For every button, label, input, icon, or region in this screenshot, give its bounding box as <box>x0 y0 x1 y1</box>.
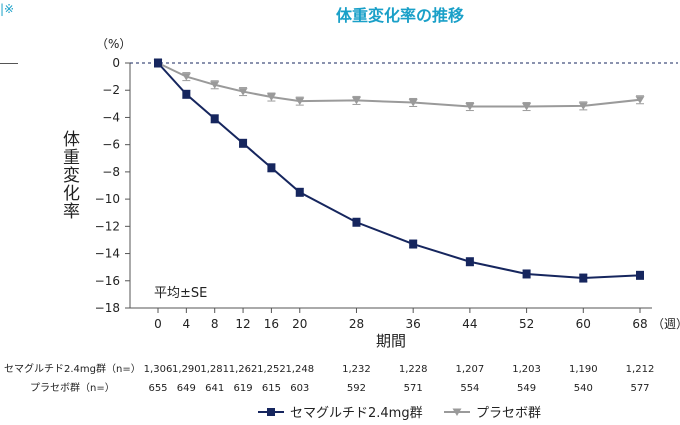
y-tick-label: −6 <box>102 138 120 152</box>
series-line-0 <box>157 62 641 280</box>
y-tick-label: −10 <box>95 192 120 206</box>
x-tick-label: 28 <box>349 317 364 331</box>
n-table-cell: 1,232 <box>342 364 371 375</box>
n-table-cell: 619 <box>234 383 253 394</box>
x-tick-label: 68 <box>632 317 647 331</box>
n-table-cell: 1,290 <box>172 364 201 375</box>
data-point-triangle <box>295 97 305 106</box>
legend-label-drug: セマグルチド2.4mg群 <box>290 406 423 421</box>
data-point-square <box>239 139 248 148</box>
n-table-cell: 554 <box>460 383 479 394</box>
corner-rule <box>0 63 18 64</box>
chart-title: 体重変化率の推移 <box>335 6 464 25</box>
n-table-row-label: プラセボ群（n=） <box>30 381 115 394</box>
n-table-cell: 1,190 <box>569 364 598 375</box>
data-point-square <box>579 274 588 283</box>
n-table-cell: 603 <box>290 383 309 394</box>
data-point-triangle <box>465 103 475 111</box>
n-table-cell: 549 <box>517 383 536 394</box>
n-table-cell: 1,306 <box>144 364 173 375</box>
x-axis-label: 期間 <box>376 332 406 350</box>
x-tick-label: 60 <box>576 317 591 331</box>
n-table-cell: 571 <box>404 383 423 394</box>
data-point-square <box>352 218 361 227</box>
y-tick-label: −12 <box>95 219 120 233</box>
x-tick-label: 4 <box>183 317 191 331</box>
y-tick-label: −4 <box>102 110 120 124</box>
data-point-square <box>267 163 276 172</box>
n-table-cell: 655 <box>148 383 167 394</box>
n-table-cell: 649 <box>177 383 196 394</box>
data-point-triangle <box>635 96 645 104</box>
data-point-square <box>210 114 219 123</box>
x-tick-label: 52 <box>519 317 534 331</box>
annotation-mean-se: 平均±SE <box>154 286 207 301</box>
y-axis-unit: （%） <box>96 37 131 51</box>
data-point-square <box>522 269 531 278</box>
y-tick-label: −18 <box>95 301 120 315</box>
data-point-square <box>636 271 644 280</box>
corner-mark: |※ <box>0 2 15 16</box>
y-tick-label: −8 <box>102 165 120 179</box>
n-table-cell: 1,203 <box>512 364 541 375</box>
n-table-cell: 615 <box>262 383 281 394</box>
legend-label-placebo: プラセボ群 <box>476 406 541 421</box>
y-tick-label: 0 <box>112 56 120 70</box>
data-point-triangle <box>578 102 588 110</box>
legend-marker-placebo <box>452 408 462 416</box>
y-axis-label: 体重変化率 <box>59 130 79 220</box>
data-point-square <box>295 188 304 197</box>
n-table-cell: 1,212 <box>626 364 655 375</box>
data-point-triangle <box>522 103 532 111</box>
n-table-cell: 1,281 <box>200 364 229 375</box>
y-tick-label: −2 <box>102 83 120 97</box>
x-tick-label: 44 <box>462 317 477 331</box>
data-point-triangle <box>408 98 418 107</box>
x-axis-unit: （週） <box>652 317 680 331</box>
x-tick-label: 0 <box>154 317 162 331</box>
x-tick-label: 36 <box>406 317 421 331</box>
data-point-triangle <box>238 88 248 96</box>
data-point-square <box>465 257 474 266</box>
y-tick-label: −14 <box>95 247 120 261</box>
x-tick-label: 12 <box>235 317 250 331</box>
data-point-triangle <box>210 81 220 89</box>
data-point-square <box>182 90 191 99</box>
data-point-triangle <box>266 93 276 102</box>
n-table-cell: 641 <box>205 383 224 394</box>
n-table-cell: 592 <box>347 383 366 394</box>
data-point-square <box>154 59 162 67</box>
data-point-triangle <box>181 73 191 81</box>
legend-marker-drug <box>267 408 275 416</box>
n-table-cell: 1,262 <box>229 364 258 375</box>
n-table-cell: 1,248 <box>285 364 314 375</box>
data-point-square <box>409 240 418 249</box>
n-table-cell: 540 <box>574 383 593 394</box>
n-table-cell: 1,252 <box>257 364 286 375</box>
data-point-triangle <box>351 96 361 105</box>
x-tick-label: 16 <box>264 317 279 331</box>
n-table-cell: 1,207 <box>456 364 485 375</box>
x-tick-label: 20 <box>292 317 307 331</box>
y-tick-label: −16 <box>95 274 120 288</box>
series-line-1 <box>157 62 641 108</box>
x-tick-label: 8 <box>211 317 219 331</box>
n-table-cell: 1,228 <box>399 364 428 375</box>
n-table-cell: 577 <box>630 383 649 394</box>
n-table-row-label: セマグルチド2.4mg群（n=） <box>4 362 141 375</box>
